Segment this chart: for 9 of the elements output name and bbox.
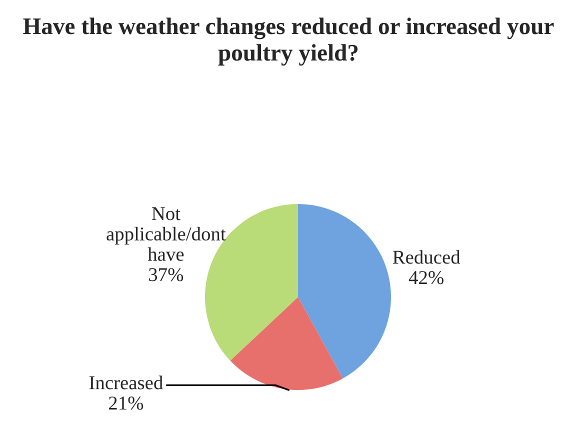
pie-slice	[298, 204, 391, 378]
data-label: 21%	[108, 396, 144, 410]
slice-label: Not applicable/dont have	[106, 207, 226, 261]
chart-title: Have the weather changes reduced or increased your poultry yield?	[23, 18, 554, 66]
data-label: 42%	[408, 271, 444, 284]
pie-slice	[230, 297, 343, 390]
data-label: 37%	[149, 268, 184, 282]
slice-label: Reduced	[392, 250, 460, 264]
slice-label: Increased	[89, 376, 163, 390]
